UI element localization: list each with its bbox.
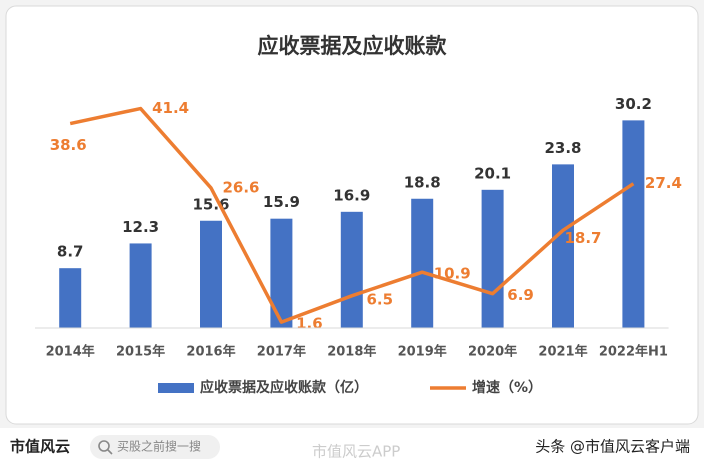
line-value-label: 1.6: [296, 315, 323, 333]
legend-label: 应收票据及应收账款（亿）: [200, 379, 368, 396]
line-value-label: 38.6: [50, 136, 87, 154]
bar-value-label: 20.1: [474, 164, 511, 182]
line-value-label: 27.4: [645, 174, 682, 192]
watermark: 市值风云APP: [312, 443, 400, 461]
bar-value-label: 18.8: [404, 173, 441, 191]
line-value-label: 6.5: [367, 290, 394, 308]
account: 头条 @市值风云客户端: [535, 438, 690, 456]
x-tick-label: 2015年: [116, 344, 165, 360]
bar-value-label: 30.2: [615, 95, 652, 113]
search-icon-handle: [107, 449, 113, 455]
x-tick-label: 2021年: [538, 344, 587, 360]
line-value-label: 10.9: [434, 265, 471, 283]
chart-title: 应收票据及应收账款: [258, 34, 448, 58]
bar: [270, 218, 293, 328]
bar: [200, 220, 222, 328]
bar: [552, 164, 574, 328]
bar-value-label: 12.3: [122, 218, 159, 236]
search-icon: [98, 440, 110, 452]
line-value-label: 18.7: [564, 229, 601, 247]
bar: [411, 198, 434, 328]
x-tick-label: 2016年: [186, 344, 235, 360]
x-tick-label: 2022年H1: [599, 344, 668, 360]
bar: [129, 243, 152, 328]
bar: [622, 120, 645, 328]
brand: 市值风云: [10, 438, 70, 456]
bar-value-label: 16.9: [333, 186, 370, 204]
x-tick-label: 2019年: [398, 344, 447, 360]
line-value-label: 6.9: [507, 286, 534, 304]
legend-label: 增速（%）: [472, 379, 542, 396]
line-value-label: 41.4: [152, 99, 189, 117]
search-text: 买股之前搜一搜: [117, 439, 201, 454]
bar: [340, 211, 363, 328]
growth-line: [69, 106, 635, 324]
legend-swatch: [158, 383, 194, 393]
line-value-label: 26.6: [222, 178, 259, 196]
x-tick-label: 2017年: [257, 344, 306, 360]
bar-value-label: 23.8: [544, 139, 581, 157]
bar-value-label: 15.9: [263, 193, 300, 211]
bar: [59, 268, 82, 328]
x-tick-label: 2020年: [468, 344, 517, 360]
x-tick-label: 2014年: [46, 344, 95, 360]
bar: [481, 189, 504, 328]
bar-value-label: 8.7: [57, 243, 84, 261]
search-box[interactable]: [90, 435, 220, 459]
x-tick-label: 2018年: [327, 344, 376, 360]
